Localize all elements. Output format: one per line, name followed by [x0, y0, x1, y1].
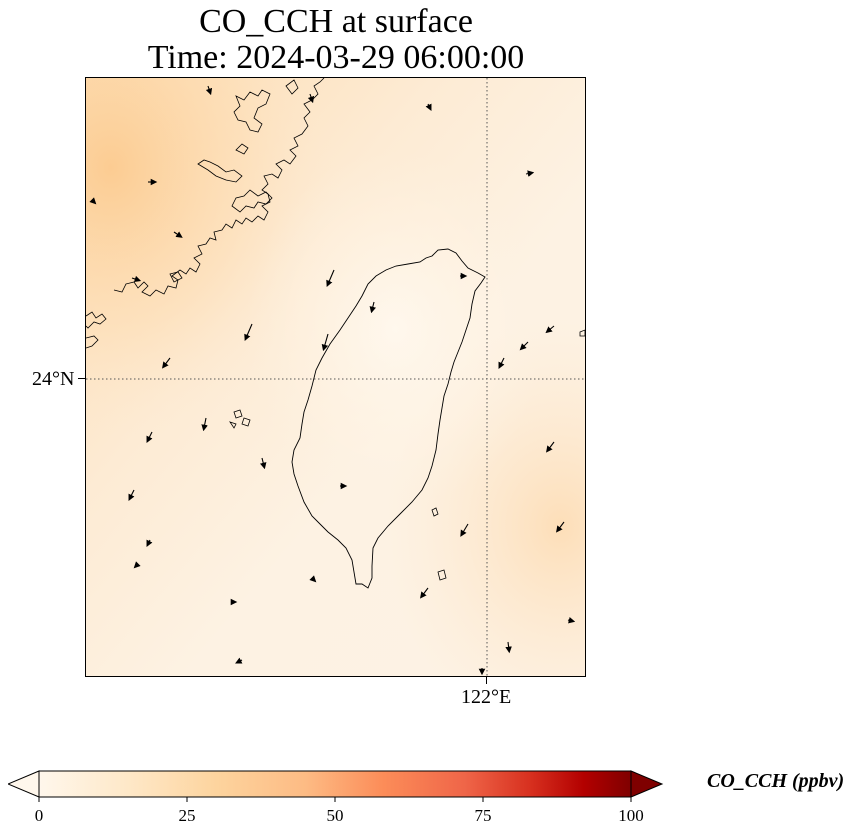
wind-vector — [460, 523, 469, 537]
latitude-tick — [78, 378, 85, 379]
colorbar-extend-max — [630, 770, 664, 798]
wind-vector — [309, 575, 317, 583]
wind-vector — [131, 275, 142, 283]
concentration-low-over-island — [86, 78, 585, 676]
wind-vector — [556, 521, 565, 533]
longitude-label: 122°E — [461, 686, 512, 708]
wind-vector — [173, 231, 183, 238]
taiwan-coastline — [291, 248, 486, 589]
wind-vector — [244, 323, 253, 342]
wind-vectors — [89, 85, 576, 676]
wind-vector — [420, 587, 429, 599]
wind-vector — [546, 441, 555, 453]
colorbar-tick-label: 0 — [34, 806, 44, 825]
colorbar-extend-min — [8, 770, 40, 798]
wind-vector — [162, 357, 171, 369]
colorbar-gradient — [38, 770, 632, 798]
wind-vector — [235, 657, 243, 664]
wind-vector — [133, 561, 141, 569]
wind-vector — [519, 341, 529, 351]
map-panel — [85, 77, 586, 677]
penghu-islands — [229, 409, 251, 429]
wind-vector — [545, 325, 555, 334]
colorbar-tick-label: 75 — [474, 806, 492, 825]
wind-vector — [369, 301, 377, 314]
wind-vector — [146, 539, 153, 547]
small-islands — [431, 329, 585, 581]
colorbar-tick-label: 50 — [326, 806, 344, 825]
wind-vector — [567, 616, 576, 624]
map-canvas — [86, 78, 585, 676]
wind-vector — [525, 170, 535, 177]
map-subtitle-time: Time: 2024-03-29 06:00:00 — [147, 39, 525, 76]
wind-vector — [498, 357, 505, 369]
map-title: CO_CCH at surface — [199, 3, 473, 40]
colorbar-label: CO_CCH (ppbv) — [707, 770, 845, 792]
wind-vector — [425, 103, 432, 111]
wind-vector — [321, 333, 329, 352]
wind-vector — [205, 85, 213, 96]
colorbar — [8, 770, 664, 802]
wind-vector — [201, 417, 208, 432]
colorbar-tick-label: 100 — [618, 806, 644, 825]
longitude-tick — [486, 677, 487, 684]
wind-vector — [307, 93, 315, 104]
wind-vector — [259, 457, 267, 470]
latitude-label: 24°N — [32, 368, 75, 390]
wind-vector — [128, 489, 135, 501]
mainland-coastline-inner — [169, 79, 299, 283]
colorbar-tick-label: 25 — [178, 806, 196, 825]
wind-vector — [89, 197, 97, 205]
wind-vector — [505, 641, 512, 654]
wind-vector — [326, 269, 335, 288]
mainland-coastline — [86, 78, 325, 349]
wind-vector — [146, 431, 153, 443]
